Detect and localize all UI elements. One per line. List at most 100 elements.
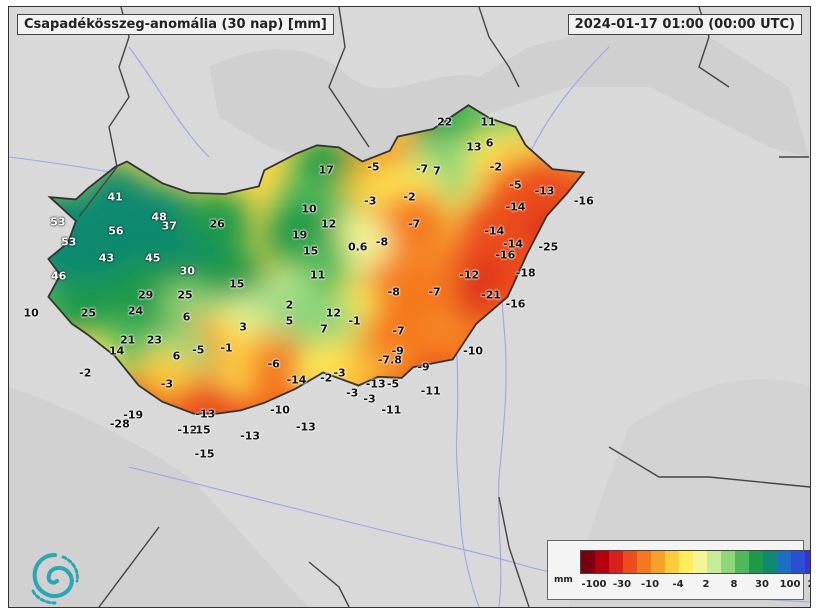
station-value: -14: [503, 237, 524, 251]
station-value: 43: [98, 251, 115, 265]
station-value: -28: [109, 417, 130, 431]
station-value: 10: [23, 306, 39, 320]
station-value: 46: [50, 269, 67, 283]
station-value: -5: [367, 160, 380, 174]
station-value: -7: [392, 324, 405, 338]
station-value: 5: [285, 314, 294, 328]
legend-swatch: [623, 551, 637, 573]
station-value: -14: [484, 224, 505, 238]
station-value: 25: [177, 288, 193, 302]
station-value: -18: [515, 266, 536, 280]
station-value: -1: [348, 314, 361, 328]
station-value: 12: [320, 217, 337, 231]
station-value: 11: [310, 268, 326, 282]
station-value: -3: [346, 386, 359, 400]
station-value: -9: [417, 360, 430, 374]
station-value: 24: [127, 304, 144, 318]
station-value: 14: [109, 344, 125, 358]
station-value: -14: [286, 373, 307, 387]
station-value: -3: [160, 377, 174, 391]
legend-swatch: [707, 551, 721, 573]
station-value: -8: [375, 235, 389, 249]
map-frame: 22 11 6 13 -2 -5 -7 7 17 -5 -13 -16 -3 -2 -14 41 10 48 37 2…: [8, 6, 811, 608]
legend-label: 100: [779, 579, 801, 590]
station-value: -12: [177, 423, 198, 437]
legend-swatch: [735, 551, 749, 573]
legend-swatch: [595, 551, 609, 573]
station-value: -16: [505, 297, 526, 311]
map-title: Csapadékösszeg-anomália (30 nap) [mm]: [17, 14, 334, 35]
station-value: -3: [364, 194, 377, 207]
station-value: 15: [229, 277, 245, 291]
station-value: 23: [146, 333, 163, 347]
station-value: -13: [195, 407, 216, 421]
station-value: -16: [495, 248, 516, 262]
station-value: 53: [61, 235, 77, 249]
legend-swatch: [805, 551, 810, 573]
legend-label: -30: [612, 579, 632, 590]
station-value: 30: [179, 264, 195, 278]
station-value: 26: [209, 217, 225, 231]
legend-swatch: [749, 551, 763, 573]
station-value: -19: [123, 408, 144, 422]
datetime-label: 2024-01-17 01:00 (00:00 UTC): [567, 14, 802, 35]
station-value: -7: [428, 285, 441, 299]
station-value: -11: [420, 384, 441, 398]
station-value: -10: [463, 344, 484, 358]
legend-label: 30: [755, 579, 769, 590]
station-value: 3: [239, 320, 247, 334]
station-value: -5: [192, 343, 205, 357]
station-value: -2: [403, 190, 416, 204]
station-value: 15: [302, 244, 319, 258]
legend-color-bar: [580, 550, 810, 574]
station-value: 6: [182, 310, 191, 324]
station-value: -2: [489, 160, 503, 174]
station-value: -13: [240, 429, 261, 443]
station-value: 10: [301, 202, 317, 216]
station-value: 2: [285, 298, 294, 312]
station-value: -9: [391, 344, 404, 358]
legend-swatch: [651, 551, 665, 573]
station-value: -13: [365, 377, 386, 391]
legend-swatch: [665, 551, 679, 573]
hungary-border: [47, 104, 586, 415]
station-value: 45: [145, 251, 161, 265]
legend-swatch: [777, 551, 791, 573]
station-value: -15: [194, 447, 215, 461]
station-value: 29: [138, 288, 154, 302]
station-value: -3: [363, 392, 376, 405]
station-value: -7: [408, 217, 421, 231]
station-value: -11: [381, 403, 402, 417]
legend-label: 2: [702, 579, 710, 590]
station-value: -7: [415, 162, 429, 176]
omsz-logo-icon: [31, 553, 79, 605]
station-value: 41: [107, 190, 123, 204]
station-value: 22: [437, 115, 453, 128]
legend-swatch: [791, 551, 805, 573]
station-value: 13: [466, 140, 482, 154]
station-value: -8: [387, 285, 400, 299]
station-value: 7: [433, 164, 441, 178]
legend-swatch: [693, 551, 707, 573]
station-value: 25: [80, 306, 97, 320]
station-value: 56: [108, 224, 124, 238]
legend-labels: -100 -30 -10 -4 2 8 30 100 250: [580, 579, 810, 593]
station-value: 6: [485, 136, 494, 150]
station-value: -6: [267, 357, 280, 371]
legend-swatch: [637, 551, 651, 573]
station-value: -5: [386, 377, 400, 391]
station-value: 0.6: [347, 240, 368, 254]
legend-swatch: [763, 551, 777, 573]
station-value: -14: [505, 200, 526, 214]
station-value: -21: [481, 288, 502, 302]
neighbour-borders: [78, 7, 810, 607]
station-value: 21: [120, 333, 136, 347]
station-value: -7.8: [377, 353, 402, 366]
legend-label: 250: [808, 579, 810, 590]
legend-swatch: [679, 551, 693, 573]
station-value: -13: [534, 184, 555, 198]
station-value: 19: [291, 228, 308, 242]
legend-swatch: [609, 551, 623, 573]
color-legend: mm -100 -30 -10 -4 2 8 30 100 250: [547, 540, 810, 600]
station-value: 12: [325, 306, 342, 320]
